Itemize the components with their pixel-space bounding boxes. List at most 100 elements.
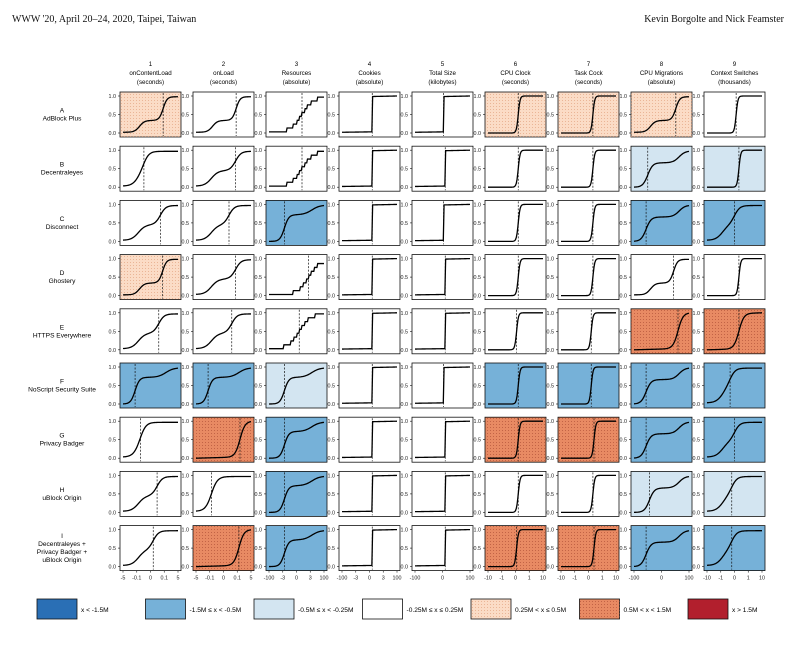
panel-A-8: 1.0 0.5 0.0 [620,91,693,138]
row-letter: E [60,324,65,331]
y-tick-label: 1.0 [401,94,409,100]
y-tick-label: 0.0 [182,294,190,300]
y-tick-label: 0.0 [328,565,336,571]
legend-item: -0.5M ≤ x < -0.25M [253,598,353,620]
y-tick-label: 1.0 [474,365,482,371]
y-tick-label: 0.5 [620,113,628,119]
y-tick-label: 0.0 [547,565,555,571]
x-tick-label: 100 [320,576,329,582]
legend-label: x > 1.5M [732,607,757,614]
y-tick-label: 0.5 [547,492,555,498]
panel-I-4: 1.0 0.5 0.0 [328,525,401,571]
y-tick-label: 0.5 [401,275,409,281]
y-tick-label: 0.5 [401,167,409,173]
panel-background [119,199,182,246]
column-title: Total Size [429,70,456,77]
y-tick-label: 0.5 [328,167,336,173]
panel-background [338,416,401,463]
panel-B-8: 1.0 0.5 0.0 [620,145,693,192]
y-tick-label: 0.0 [182,348,190,354]
panel-D-8: 1.0 0.5 0.0 [620,254,693,301]
y-tick-label: 0.0 [255,185,263,191]
panel-D-1: 1.0 0.5 0.0 [109,254,182,301]
y-tick-label: 1.0 [328,94,336,100]
x-tick-label: 1 [747,576,750,582]
cdf-series-line [341,312,398,350]
x-tick-label: -5 [194,576,199,582]
y-tick-label: 0.0 [182,185,190,191]
y-tick-label: 0.0 [693,131,701,137]
x-tick-label: 0.1 [161,576,169,582]
panel-H-1: 1.0 0.5 0.0 [109,470,182,517]
column-title: CPU Clock [500,70,531,77]
y-tick-label: 1.0 [328,528,336,534]
y-tick-label: 0.0 [182,131,190,137]
x-tick-label: -100 [337,576,348,582]
panel-background [338,362,401,409]
y-tick-label: 1.0 [182,94,190,100]
y-tick-label: 0.5 [401,492,409,498]
cdf-series-line [414,257,471,296]
y-tick-label: 0.5 [182,384,190,390]
y-tick-label: 1.0 [255,311,263,317]
y-tick-label: 0.0 [620,510,628,516]
row-letter: F [60,379,64,386]
y-tick-label: 0.0 [109,565,117,571]
cdf-series-line [707,149,762,188]
cdf-series-line [341,257,398,296]
y-tick-label: 0.5 [328,438,336,444]
panel-D-2: 1.0 0.5 0.0 [182,254,255,301]
column-unit: (absolute) [283,79,311,86]
panel-background [338,254,401,301]
y-tick-label: 0.5 [182,221,190,227]
legend-swatch-pattern [579,599,620,619]
column-number: 2 [222,61,226,68]
y-tick-label: 1.0 [328,419,336,425]
y-tick-label: 0.5 [620,167,628,173]
panel-D-7: 1.0 0.5 0.0 [547,254,620,301]
y-tick-label: 1.0 [620,257,628,263]
y-tick-label: 1.0 [693,365,701,371]
y-tick-label: 1.0 [109,148,117,154]
legend-label: -0.5M ≤ x < -0.25M [298,607,353,614]
y-tick-label: 1.0 [693,528,701,534]
y-tick-label: 1.0 [182,365,190,371]
legend-swatch [362,598,403,620]
panel-background [703,145,766,192]
x-tick-label: 1 [528,576,531,582]
y-tick-label: 0.0 [693,565,701,571]
y-tick-label: 0.5 [255,275,263,281]
y-tick-label: 0.5 [109,275,117,281]
y-tick-label: 0.0 [109,510,117,516]
y-tick-label: 1.0 [401,528,409,534]
x-tick-label: -100 [264,576,275,582]
y-tick-label: 0.5 [474,384,482,390]
column-title: Cookies [358,70,380,77]
cdf-series-line [122,204,179,241]
panel-background [338,525,401,571]
x-tick-label: 5 [177,576,180,582]
cdf-series-line [634,96,690,133]
panel-A-7: 1.0 0.5 0.0 [547,91,620,138]
y-tick-label: 0.5 [182,438,190,444]
panel-B-5: 1.0 0.5 0.0 [401,145,474,192]
y-tick-label: 0.0 [620,131,628,137]
y-tick-label: 0.0 [401,348,409,354]
cdf-series-line [488,312,543,351]
y-tick-label: 0.0 [620,294,628,300]
panel-C-9: 1.0 0.5 0.0 [693,199,766,246]
row-name: Disconnect [46,224,79,231]
cdf-series-line [122,421,178,458]
y-tick-label: 0.0 [255,565,263,571]
panel-background [557,199,620,246]
y-tick-label: 0.5 [401,221,409,227]
y-tick-label: 1.0 [693,94,701,100]
row-letter: I [61,533,63,540]
y-tick-label: 1.0 [182,311,190,317]
panel-background [338,470,401,517]
column-unit: (seconds) [575,79,602,86]
y-tick-label: 0.5 [547,275,555,281]
y-tick-label: 0.0 [693,348,701,354]
row-letter: H [60,487,65,494]
legend-label: x < -1.5M [81,607,109,614]
